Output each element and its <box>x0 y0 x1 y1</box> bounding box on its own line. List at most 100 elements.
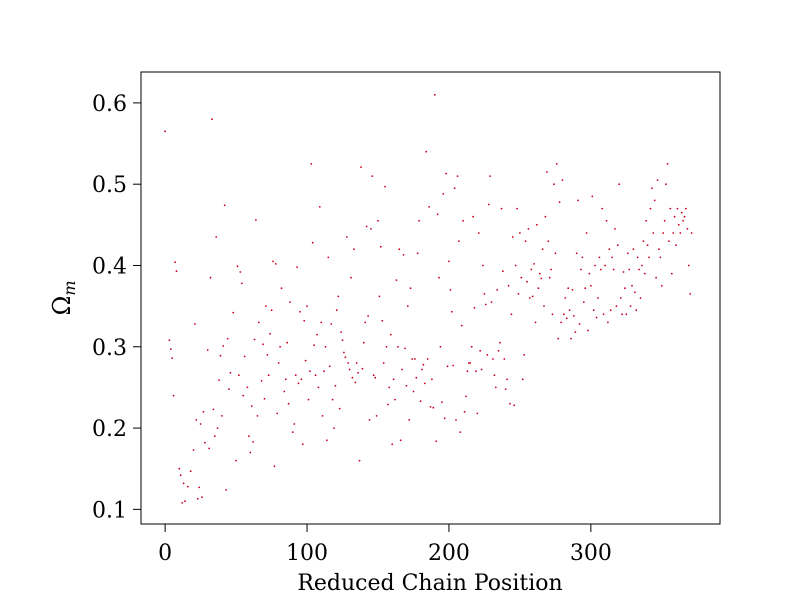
data-point <box>426 358 429 360</box>
data-point <box>409 287 412 290</box>
data-point <box>341 339 344 342</box>
data-point <box>232 311 235 314</box>
data-point <box>211 118 213 121</box>
data-point <box>327 256 330 259</box>
data-point <box>435 440 438 442</box>
data-point <box>368 419 371 421</box>
data-point <box>196 497 199 500</box>
data-point <box>541 248 544 251</box>
data-point <box>483 293 486 295</box>
data-point <box>313 344 315 347</box>
data-point <box>250 405 253 407</box>
data-point <box>283 390 286 393</box>
data-point <box>663 219 666 222</box>
data-point <box>443 417 446 420</box>
data-point <box>377 219 379 222</box>
data-point <box>296 266 298 268</box>
data-point <box>624 287 626 290</box>
data-point <box>252 441 255 443</box>
data-point <box>462 219 464 222</box>
data-point <box>520 276 523 279</box>
data-point <box>480 368 483 371</box>
data-point <box>249 451 252 454</box>
data-point <box>634 291 636 294</box>
data-point <box>656 179 659 182</box>
data-point <box>412 390 415 393</box>
data-point <box>595 316 598 319</box>
data-point <box>473 306 476 309</box>
data-point <box>621 313 623 316</box>
data-point <box>476 412 479 415</box>
data-point <box>389 333 392 336</box>
data-point <box>507 284 510 287</box>
data-point <box>408 419 411 421</box>
data-point <box>628 268 631 271</box>
data-point <box>238 374 240 377</box>
data-point <box>467 362 470 364</box>
data-point <box>419 400 422 403</box>
y-axis-label: Ωm <box>48 280 79 315</box>
data-point <box>500 207 503 210</box>
data-point <box>317 386 320 389</box>
data-point <box>174 261 177 264</box>
data-point <box>580 268 582 271</box>
data-point <box>587 329 589 332</box>
data-point <box>402 254 405 256</box>
data-point <box>242 394 245 397</box>
data-point <box>311 241 314 244</box>
data-point <box>496 289 499 291</box>
data-point <box>442 193 445 195</box>
data-point <box>218 379 221 381</box>
y-tick-label: 0.3 <box>92 336 127 361</box>
data-point <box>337 295 340 298</box>
data-point <box>597 297 599 299</box>
data-point <box>239 271 242 273</box>
data-point <box>204 441 206 444</box>
data-point <box>626 252 629 255</box>
data-point <box>581 256 584 259</box>
data-point <box>660 284 663 287</box>
data-point <box>680 211 683 214</box>
data-point <box>374 376 377 379</box>
data-point <box>679 232 682 234</box>
data-point <box>273 465 276 468</box>
data-point <box>514 264 517 267</box>
data-point <box>299 310 301 313</box>
data-point <box>666 163 669 165</box>
data-point <box>350 276 352 279</box>
data-point <box>458 240 460 243</box>
data-point <box>503 358 506 360</box>
data-point <box>455 419 457 421</box>
data-point <box>591 195 594 198</box>
data-point <box>690 232 693 234</box>
data-point <box>381 319 384 322</box>
data-point <box>646 244 649 247</box>
data-point <box>477 232 480 234</box>
data-point <box>179 474 182 477</box>
data-point <box>582 301 585 303</box>
data-point <box>550 268 552 271</box>
data-point <box>438 276 440 279</box>
data-point <box>551 313 554 316</box>
data-point <box>658 248 660 251</box>
data-point <box>605 219 608 222</box>
data-point <box>511 236 514 238</box>
data-point <box>343 351 345 354</box>
data-point <box>504 388 507 390</box>
data-point <box>673 215 676 218</box>
data-point <box>584 287 587 290</box>
data-point <box>314 374 317 377</box>
data-point <box>668 240 670 243</box>
data-point <box>439 345 442 348</box>
data-point <box>240 282 243 285</box>
data-point <box>632 248 635 251</box>
data-point <box>575 252 578 255</box>
data-point <box>523 354 526 356</box>
data-point <box>331 398 334 401</box>
data-point <box>338 407 341 410</box>
data-point <box>689 293 692 295</box>
data-point <box>236 265 239 268</box>
y-tick-label: 0.6 <box>92 92 127 117</box>
data-point <box>577 199 579 202</box>
data-point <box>397 345 399 348</box>
